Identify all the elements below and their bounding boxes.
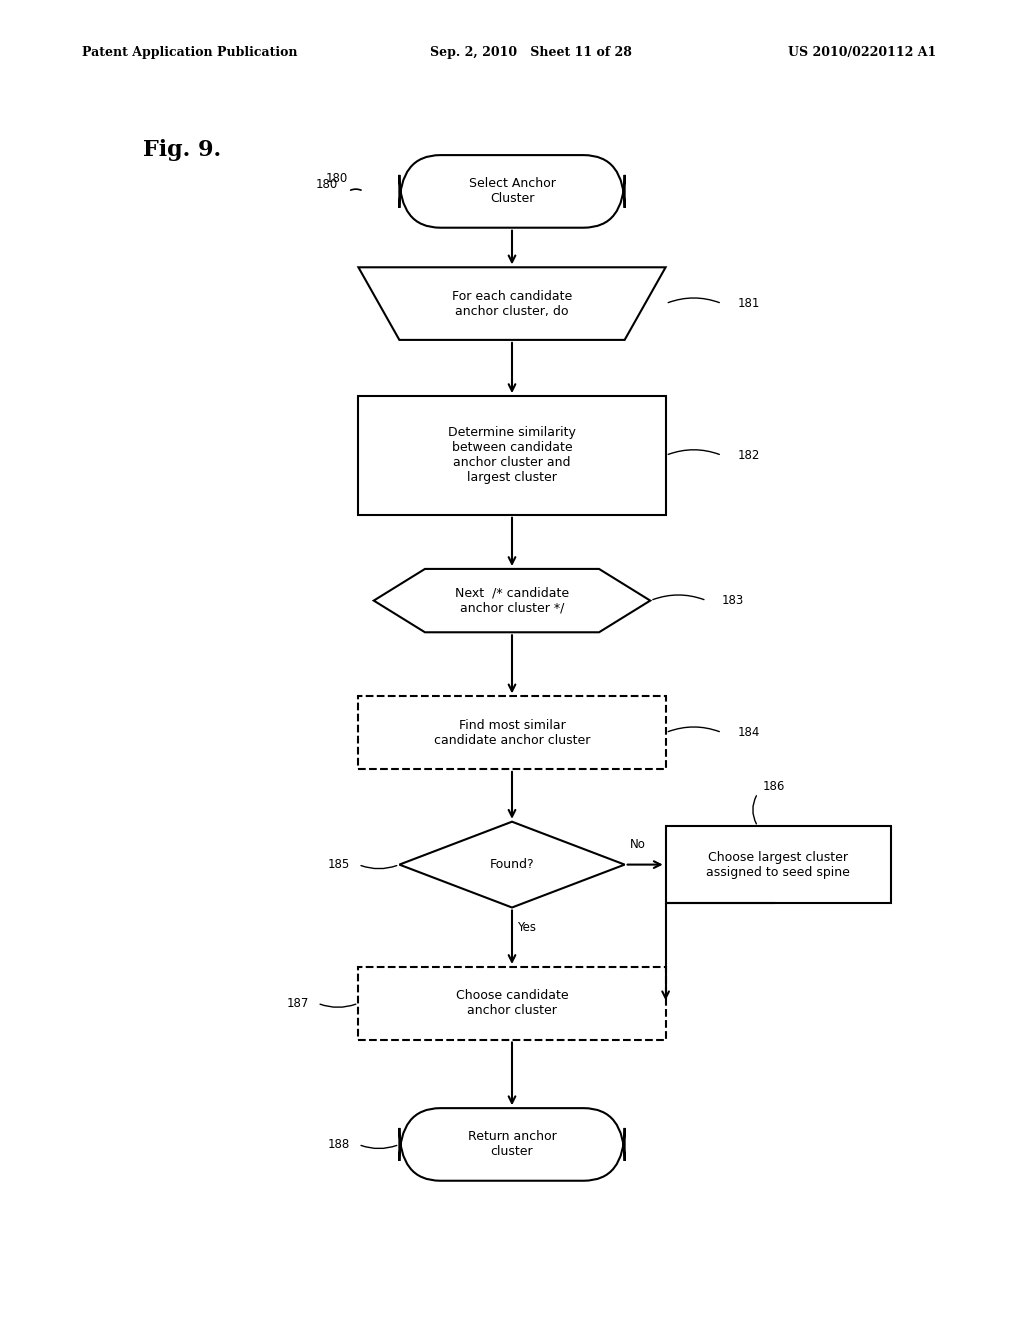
Text: 187: 187 [287,997,309,1010]
Text: Patent Application Publication: Patent Application Publication [82,46,297,59]
Text: For each candidate
anchor cluster, do: For each candidate anchor cluster, do [452,289,572,318]
Text: Next  /* candidate
anchor cluster */: Next /* candidate anchor cluster */ [455,586,569,615]
Polygon shape [358,267,666,339]
Text: Yes: Yes [517,921,537,933]
Text: No: No [630,838,646,851]
Text: 184: 184 [737,726,760,739]
Text: Fig. 9.: Fig. 9. [143,139,221,161]
FancyBboxPatch shape [358,966,666,1040]
Text: Select Anchor
Cluster: Select Anchor Cluster [469,177,555,206]
FancyBboxPatch shape [358,396,666,515]
Text: 182: 182 [737,449,760,462]
FancyBboxPatch shape [358,697,666,768]
Text: Choose largest cluster
assigned to seed spine: Choose largest cluster assigned to seed … [707,850,850,879]
Text: 186: 186 [763,780,785,793]
Text: Find most similar
candidate anchor cluster: Find most similar candidate anchor clust… [434,718,590,747]
Text: 180: 180 [315,178,338,191]
Text: 180: 180 [326,172,348,185]
Text: Determine similarity
between candidate
anchor cluster and
largest cluster: Determine similarity between candidate a… [449,426,575,484]
Polygon shape [399,821,625,908]
Text: US 2010/0220112 A1: US 2010/0220112 A1 [788,46,937,59]
Text: 181: 181 [737,297,760,310]
Text: 185: 185 [328,858,350,871]
Text: 188: 188 [328,1138,350,1151]
Polygon shape [374,569,650,632]
Text: 183: 183 [722,594,744,607]
Text: Return anchor
cluster: Return anchor cluster [468,1130,556,1159]
Text: Found?: Found? [489,858,535,871]
Text: Choose candidate
anchor cluster: Choose candidate anchor cluster [456,989,568,1018]
FancyBboxPatch shape [666,826,891,903]
FancyBboxPatch shape [399,1109,625,1180]
Text: Sep. 2, 2010   Sheet 11 of 28: Sep. 2, 2010 Sheet 11 of 28 [430,46,632,59]
FancyBboxPatch shape [399,154,625,227]
